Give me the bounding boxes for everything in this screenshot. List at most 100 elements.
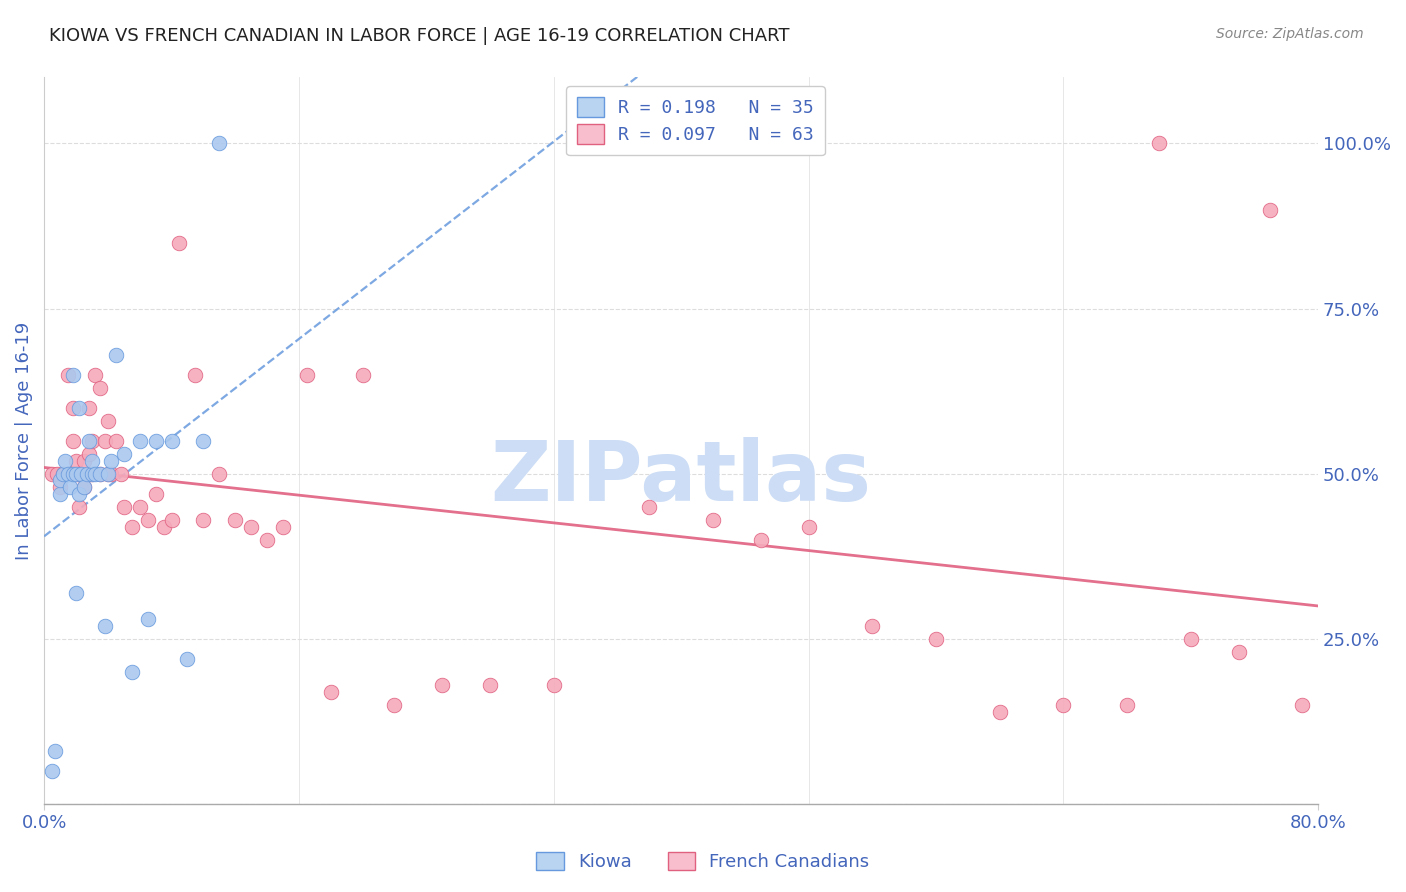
Point — [1147, 136, 1170, 151]
Point — [84, 368, 107, 382]
Point — [97, 467, 120, 481]
Point — [160, 434, 183, 448]
Point — [160, 513, 183, 527]
Point — [104, 434, 127, 448]
Point — [256, 533, 278, 547]
Point — [93, 618, 115, 632]
Point — [56, 467, 79, 481]
Point — [80, 434, 103, 448]
Legend: Kiowa, French Canadians: Kiowa, French Canadians — [529, 845, 877, 879]
Point — [77, 401, 100, 415]
Legend: R = 0.198   N = 35, R = 0.097   N = 63: R = 0.198 N = 35, R = 0.097 N = 63 — [567, 87, 825, 155]
Point — [128, 500, 150, 514]
Point — [62, 467, 84, 481]
Point — [169, 235, 191, 250]
Point — [1291, 698, 1313, 712]
Point — [69, 467, 91, 481]
Point — [128, 434, 150, 448]
Point — [271, 519, 294, 533]
Point — [62, 368, 84, 382]
Point — [52, 467, 75, 481]
Text: KIOWA VS FRENCH CANADIAN IN LABOR FORCE | AGE 16-19 CORRELATION CHART: KIOWA VS FRENCH CANADIAN IN LABOR FORCE … — [49, 27, 790, 45]
Y-axis label: In Labor Force | Age 16-19: In Labor Force | Age 16-19 — [15, 322, 32, 560]
Point — [112, 447, 135, 461]
Text: ZIPatlas: ZIPatlas — [491, 436, 872, 517]
Point — [53, 453, 76, 467]
Point — [1227, 645, 1250, 659]
Point — [80, 467, 103, 481]
Point — [93, 434, 115, 448]
Point — [479, 678, 502, 692]
Point — [44, 744, 66, 758]
Point — [89, 381, 111, 395]
Point — [384, 698, 406, 712]
Point — [121, 665, 143, 679]
Point — [925, 632, 948, 646]
Point — [184, 368, 207, 382]
Point — [73, 453, 96, 467]
Point — [136, 612, 159, 626]
Point — [76, 467, 98, 481]
Point — [860, 618, 883, 632]
Point — [67, 486, 90, 500]
Point — [41, 467, 63, 481]
Point — [56, 467, 79, 481]
Point — [176, 651, 198, 665]
Point — [208, 136, 231, 151]
Point — [56, 368, 79, 382]
Point — [62, 434, 84, 448]
Point — [104, 348, 127, 362]
Point — [77, 434, 100, 448]
Point — [73, 480, 96, 494]
Point — [638, 500, 661, 514]
Point — [67, 500, 90, 514]
Point — [52, 467, 75, 481]
Point — [240, 519, 263, 533]
Point — [62, 401, 84, 415]
Point — [77, 447, 100, 461]
Point — [702, 513, 724, 527]
Point — [97, 414, 120, 428]
Point — [100, 467, 122, 481]
Point — [73, 480, 96, 494]
Point — [65, 585, 87, 599]
Point — [295, 368, 318, 382]
Point — [145, 434, 167, 448]
Point — [352, 368, 374, 382]
Point — [152, 519, 174, 533]
Point — [49, 486, 72, 500]
Point — [58, 480, 80, 494]
Point — [110, 467, 132, 481]
Point — [80, 453, 103, 467]
Point — [49, 473, 72, 487]
Point — [49, 480, 72, 494]
Point — [89, 467, 111, 481]
Point — [988, 705, 1011, 719]
Point — [65, 453, 87, 467]
Point — [65, 467, 87, 481]
Point — [208, 467, 231, 481]
Point — [797, 519, 820, 533]
Point — [1116, 698, 1139, 712]
Point — [1180, 632, 1202, 646]
Point — [65, 467, 87, 481]
Point — [749, 533, 772, 547]
Point — [100, 453, 122, 467]
Point — [121, 519, 143, 533]
Point — [67, 467, 90, 481]
Point — [41, 764, 63, 778]
Point — [193, 513, 215, 527]
Text: Source: ZipAtlas.com: Source: ZipAtlas.com — [1216, 27, 1364, 41]
Point — [319, 684, 342, 698]
Point — [1052, 698, 1074, 712]
Point — [80, 467, 103, 481]
Point — [193, 434, 215, 448]
Point — [1260, 202, 1282, 217]
Point — [543, 678, 565, 692]
Point — [84, 467, 107, 481]
Point — [224, 513, 246, 527]
Point — [67, 401, 90, 415]
Point — [89, 467, 111, 481]
Point — [432, 678, 454, 692]
Point — [136, 513, 159, 527]
